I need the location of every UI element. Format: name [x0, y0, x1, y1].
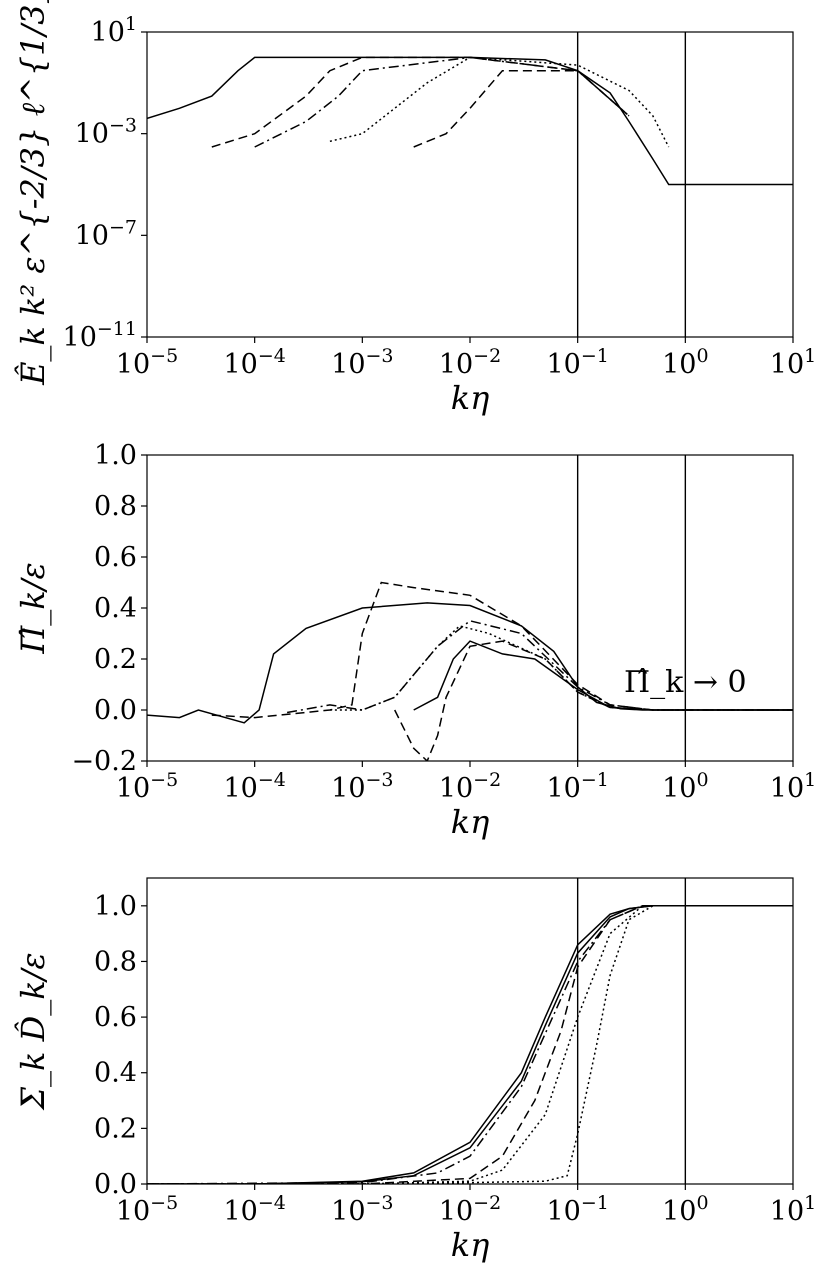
x-tick-label: 10−5 [116, 345, 178, 380]
series-line-dotted [329, 56, 670, 148]
cumulative-dissipation-panel: 10−5 10−4 10−3 10−2 10−1 100 1010.00.20.40.60.… [14, 877, 816, 1264]
energy-flux-panel: 10−5 10−4 10−3 10−2 10−1 100 101 −0.2 0.0 0.2 0.4 0… [14, 440, 816, 841]
axes-frame [146, 877, 794, 1185]
y-axis-label: Π̂_k/ε [14, 562, 52, 654]
y-tick-label: 101 [91, 13, 137, 48]
y-tick-label: 10−3 [75, 115, 137, 150]
y-tick-label: 1.0 [94, 440, 137, 471]
y-tick-label: 0.6 [94, 1002, 137, 1033]
x-tick-label: 10−4 [223, 345, 285, 380]
x-tick-label: 10−3 [331, 345, 393, 380]
x-tick-label: 10−5 [116, 769, 178, 804]
x-tick-label: 10−2 [439, 769, 501, 804]
plot-area [147, 56, 793, 186]
series-line-dashed [147, 905, 793, 1184]
x-tick-label: 101 [770, 1192, 816, 1227]
y-tick-label: 10−11 [63, 318, 137, 353]
y-tick-label: 0.4 [94, 593, 137, 624]
x-tick-label: 10−1 [546, 769, 608, 804]
x-tick-label: 10−1 [546, 1192, 608, 1227]
y-tick-label: 10−7 [75, 216, 137, 251]
x-tick-label: 101 [770, 769, 816, 804]
x-tick-label: 10−1 [546, 345, 608, 380]
y-tick-label: 0.8 [94, 491, 137, 522]
series-line-dashed [413, 69, 630, 148]
series-line-dashed [211, 56, 630, 148]
series-line-solid [147, 905, 793, 1184]
y-tick-label: 0.0 [94, 1169, 137, 1200]
energy-spectrum-panel: 10−5 10−4 10−3 10−2 10−1 100 101 10−11 10−7 10−3 1… [14, 0, 816, 417]
flux-annotation: Π̂_k → 0 [624, 665, 747, 700]
series-line-solid [413, 640, 793, 711]
y-tick-label: 1.0 [94, 891, 137, 922]
plot-area [147, 905, 793, 1184]
plot-area [147, 581, 793, 761]
x-tick-label: 100 [662, 345, 708, 380]
y-tick-label: 0.8 [94, 946, 137, 977]
x-tick-label: 10−2 [439, 1192, 501, 1227]
y-tick-label: 0.0 [94, 695, 137, 726]
x-axis-label: kη [451, 803, 490, 841]
x-tick-label: 10−3 [331, 1192, 393, 1227]
series-line-dotted [329, 625, 793, 711]
x-tick-label: 10−4 [223, 1192, 285, 1227]
x-tick-label: 10−4 [223, 769, 285, 804]
y-tick-label: 0.4 [94, 1058, 137, 1089]
y-tick-label: 0.2 [94, 644, 137, 675]
x-axis-label: kη [451, 379, 490, 417]
y-tick-label: −0.2 [71, 746, 137, 777]
series-line-dashdot [286, 619, 793, 714]
x-tick-label: 10−2 [439, 345, 501, 380]
y-tick-label: 0.6 [94, 542, 137, 573]
series-line-solid [147, 905, 793, 1184]
y-axis-label: Ê_k k² ε^{-2/3} ℓ^{1/3} [14, 0, 52, 386]
y-tick-label: 0.2 [94, 1113, 137, 1144]
axes-frame [146, 454, 794, 762]
series-line-solid [147, 602, 793, 724]
x-tick-label: 10−3 [331, 769, 393, 804]
x-tick-label: 101 [770, 345, 816, 380]
series-line-solid [147, 56, 793, 186]
y-axis-label: Σ_k D̂_k/ε [14, 952, 52, 1110]
x-tick-label: 100 [662, 1192, 708, 1227]
x-tick-label: 100 [662, 769, 708, 804]
x-axis-label: kη [451, 1226, 490, 1264]
